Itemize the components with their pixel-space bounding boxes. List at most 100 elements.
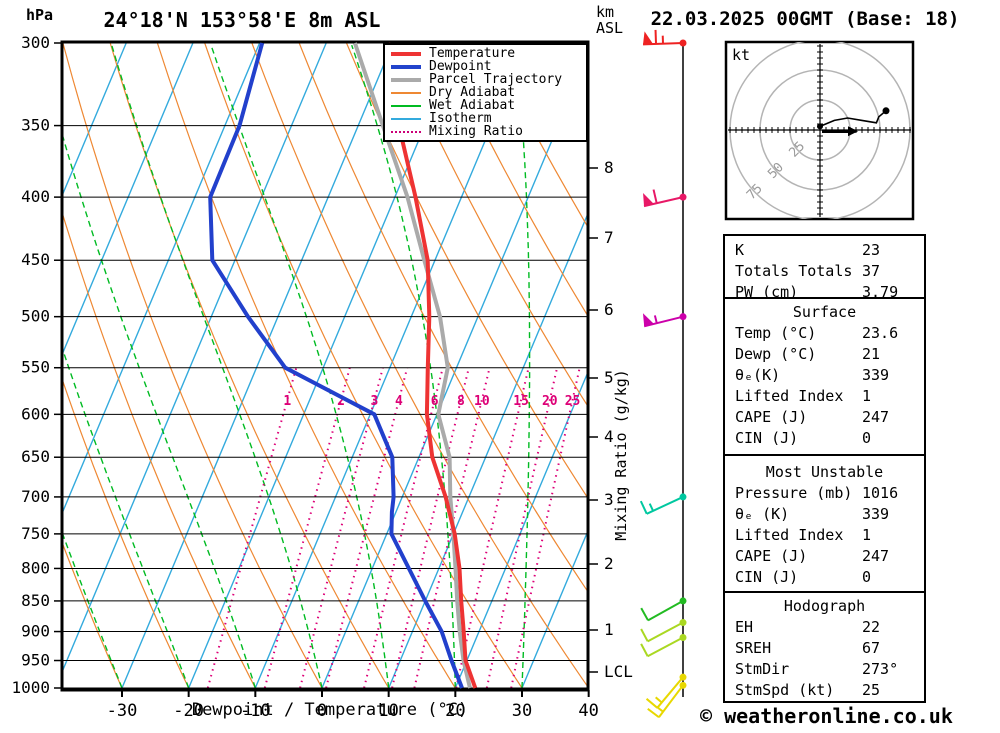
table-row-label: θₑ(K) — [735, 366, 781, 384]
mixing-ratio-line — [206, 367, 298, 689]
table-row: PW (cm) 3.79 — [725, 282, 924, 303]
x-axis-tick-label: -30 — [107, 701, 138, 721]
mixing-ratio-line-label: 20 — [542, 394, 558, 409]
table-row-label: EH — [735, 618, 754, 636]
wind-barb-dot — [679, 493, 687, 501]
table-row-value: 21 — [862, 345, 881, 363]
table-row-value: 1 — [862, 387, 872, 405]
mixing-ratio-axis-label: Mixing Ratio (g/kg) — [612, 369, 630, 541]
isotherm-line — [62, 42, 261, 516]
table-row: CIN (J) 0 — [725, 428, 924, 449]
legend-item: Dewpoint — [391, 60, 586, 73]
wind-barbs-layer — [639, 29, 687, 719]
wet-adiabat-line — [111, 44, 323, 689]
wind-barb-flag — [643, 193, 654, 207]
table-row: CAPE (J) 247 — [725, 546, 924, 567]
isotherm-line — [188, 42, 461, 689]
table-row-value: 0 — [862, 568, 872, 586]
pressure-tick-label: 600 — [21, 404, 50, 423]
mixing-ratio-line-label: 6 — [431, 394, 439, 409]
table-row-value: 1 — [862, 526, 872, 544]
pressure-tick-label: 550 — [21, 358, 50, 377]
dry-adiabat-line — [393, 42, 588, 408]
table-row-value: 23 — [862, 241, 881, 259]
wind-barb-full — [640, 643, 649, 657]
x-axis-label: Dewpoint / Temperature (°C) — [191, 700, 469, 720]
dry-adiabat-line — [62, 540, 123, 689]
x-axis-tick-label: 0 — [317, 701, 327, 721]
mixing-ratio-line — [413, 367, 491, 689]
table-row: EH 22 — [725, 617, 924, 638]
chart-legend: Temperature Dewpoint Parcel Trajectory Dry … — [383, 43, 588, 142]
table-row-label: CAPE (J) — [735, 408, 808, 426]
wind-barb-dot — [679, 313, 687, 321]
legend-swatch-parcel-trajectory — [391, 77, 421, 82]
hodograph-unit-label: kt — [732, 46, 750, 64]
table-row: SREH 67 — [725, 638, 924, 659]
table-row: θₑ(K) 339 — [725, 365, 924, 386]
mixing-ratio-line-label: 25 — [565, 394, 581, 409]
isotherm-line — [62, 42, 127, 198]
legend-item: Dry Adiabat — [391, 86, 586, 99]
table-section-header: Surface — [792, 303, 857, 321]
wind-barb-dot — [679, 619, 687, 627]
wind-barb-full — [645, 698, 658, 709]
wet-adiabat-line — [589, 45, 641, 688]
legend-label: Isotherm — [429, 111, 492, 126]
table-row-label: θₑ (K) — [735, 505, 790, 523]
table-row-value: 247 — [862, 408, 890, 426]
legend-label: Parcel Trajectory — [429, 72, 563, 87]
legend-label: Dewpoint — [429, 59, 492, 74]
mixing-ratio-line — [510, 367, 581, 689]
pressure-tick-label: 300 — [21, 33, 50, 52]
table-row-label: Pressure (mb) — [735, 484, 853, 502]
wind-barb-staff — [647, 636, 684, 658]
wind-barb-dot — [679, 193, 687, 201]
table-row-label: CAPE (J) — [735, 547, 808, 565]
x-axis-tick-label: -20 — [173, 701, 204, 721]
table-row-value: 339 — [862, 505, 890, 523]
km-axis-tick-label: 5 — [604, 368, 614, 387]
x-axis-tick-label: 20 — [445, 701, 465, 721]
lcl-marker-label: LCL — [604, 662, 633, 681]
x-axis-tick-label: 30 — [512, 701, 532, 721]
mixing-ratio-line-label: 15 — [513, 394, 529, 409]
hodograph-trace-start-dot — [817, 123, 823, 130]
table-row-value: 273° — [862, 660, 899, 678]
plot-border — [60, 40, 590, 692]
isotherm-line — [62, 42, 327, 674]
wind-barb-dot — [679, 39, 687, 47]
pressure-tick-label: 900 — [21, 622, 50, 641]
wind-barb-full — [647, 708, 660, 719]
wind-barb-full — [640, 607, 649, 621]
mixing-ratio-line-label: 3 — [370, 394, 378, 409]
table-row-value: 0 — [862, 429, 872, 447]
wet-adiabat-line — [210, 44, 390, 689]
table-row: K 23 — [725, 240, 924, 261]
mixing-ratio-line-label: 10 — [474, 394, 490, 409]
wind-barb-full — [640, 628, 649, 642]
pressure-tick-label: 950 — [21, 651, 50, 670]
temperature-curve — [386, 42, 478, 689]
isotherm-line — [321, 52, 588, 689]
table-row: Lifted Index 1 — [725, 386, 924, 407]
table-row: Dewp (°C) 21 — [725, 344, 924, 365]
station-title: 24°18'N 153°58'E 8m ASL — [103, 8, 381, 32]
mixing-ratio-line — [363, 367, 444, 689]
table-section-header: Most Unstable — [765, 463, 884, 481]
km-axis-tick-label: 1 — [604, 620, 614, 639]
wind-barb-half — [656, 706, 664, 713]
axes-layer: 3003504004505005506006507007508008509009… — [11, 33, 632, 721]
wet-adiabat-line — [62, 345, 190, 689]
indices-table-most-unstable: Most Unstable Pressure (mb) 1016 θₑ (K) 339 L… — [723, 454, 926, 593]
dry-adiabat-line — [487, 42, 588, 229]
wind-barb-flag — [643, 31, 654, 45]
legend-label: Temperature — [429, 46, 516, 61]
pressure-tick-label: 500 — [21, 307, 50, 326]
isotherm-line — [454, 370, 588, 689]
legend-swatch-mixing-ratio — [391, 130, 421, 133]
table-row-value: 67 — [862, 639, 881, 657]
table-row-label: Lifted Index — [735, 526, 844, 544]
table-section-header: Hodograph — [783, 597, 866, 615]
wind-barb-full — [652, 189, 658, 204]
